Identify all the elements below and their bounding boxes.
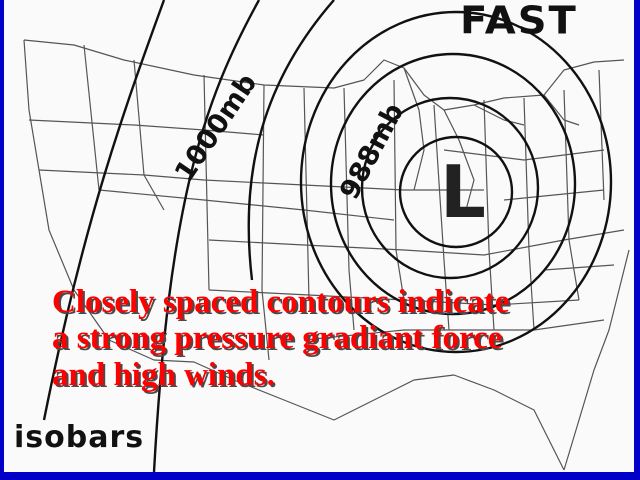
fast-label: FAST [460,0,578,43]
caption-line-2: a strong pressure gradiant force [52,320,503,357]
state-boundaries [23,39,630,471]
caption-line-1: Closely spaced contours indicate [52,284,510,320]
caption-line-3: and high winds. [52,356,275,393]
isobar-ring-outer [299,10,613,354]
isobar-1000mb [247,0,335,281]
isobar-ring-988mb [329,52,577,316]
isobar-ring-inner [360,96,540,280]
us-base-map [23,0,630,472]
low-pressure-symbol: L [440,150,486,234]
isobar-left [152,0,261,472]
isobars-label: isobars [14,420,145,455]
isobar-far-left [42,0,166,421]
caption-text: Closely spaced contours indicate a stron… [52,284,632,393]
isobar-contours [42,0,613,472]
weather-map: L 1000mb 988mb FAST isobars Closely spac… [4,0,634,472]
isobar-ring-center [398,135,514,249]
